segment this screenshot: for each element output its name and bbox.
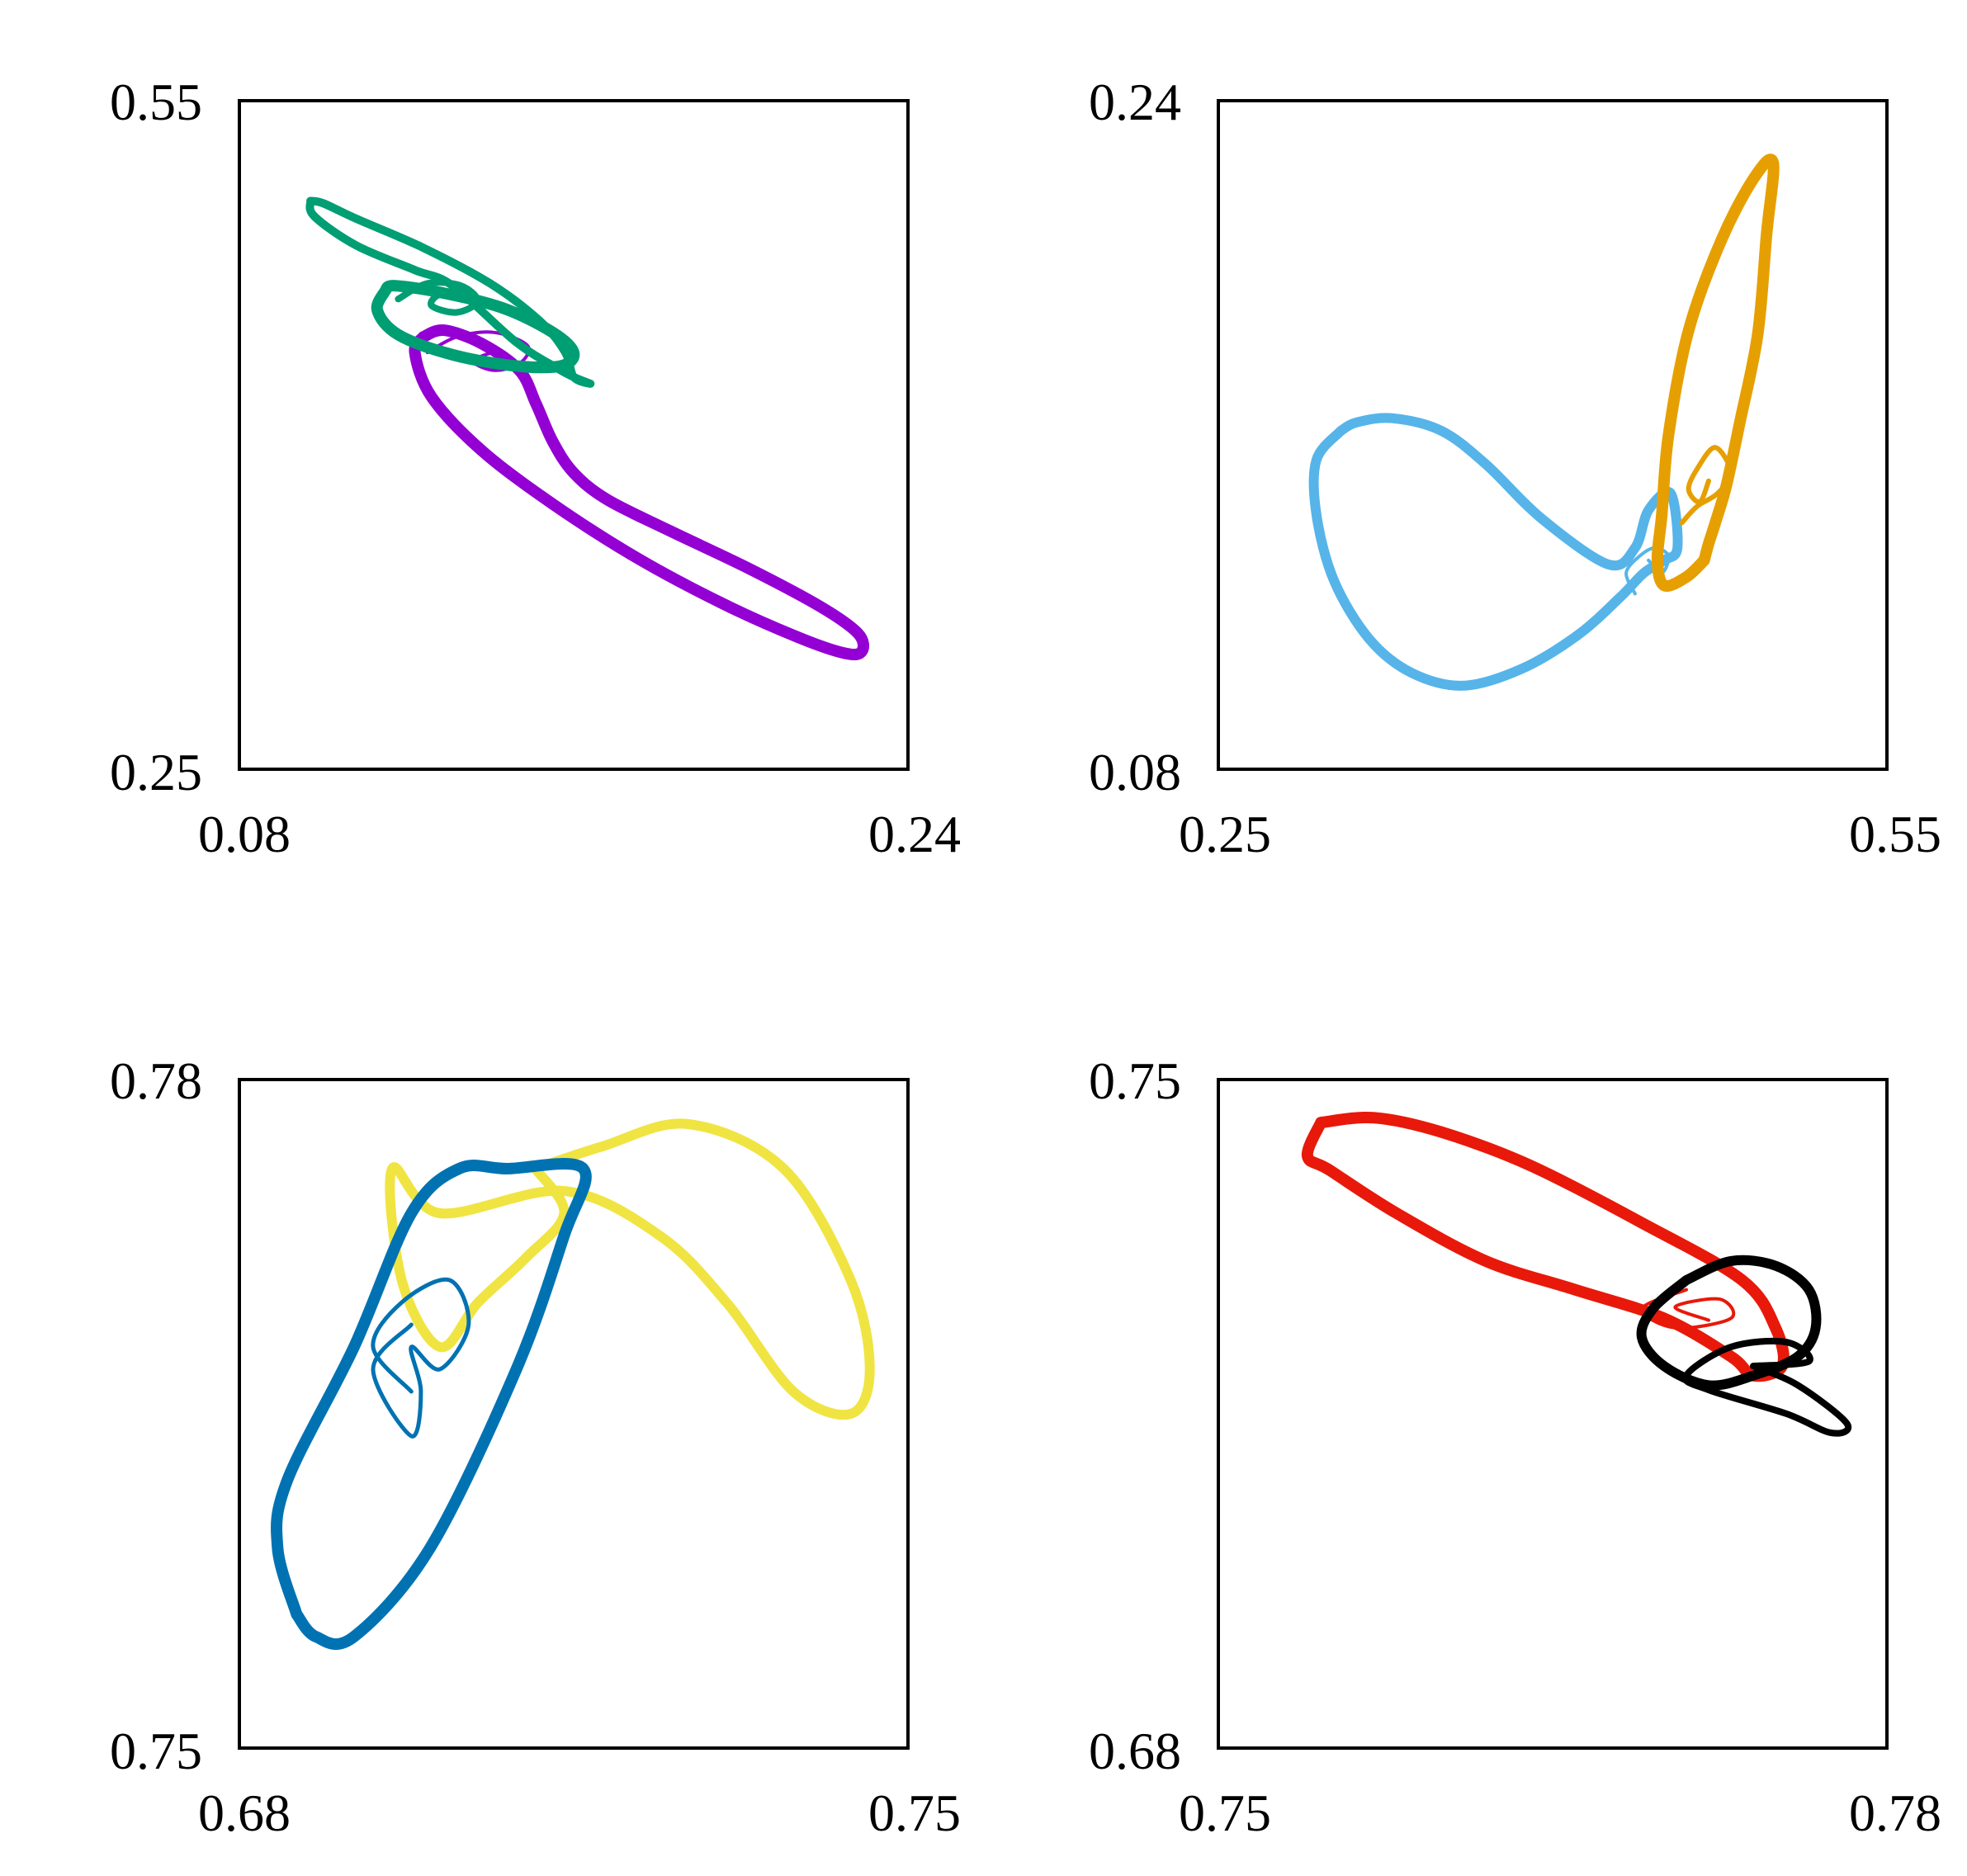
trajectory-line bbox=[305, 196, 595, 388]
panel-bottom-left: 0.78 0.75 0.68 0.75 bbox=[110, 1051, 961, 1842]
trajectory-line bbox=[1682, 1337, 1852, 1437]
trajectory-line bbox=[1679, 445, 1733, 526]
series-layer bbox=[1308, 154, 1780, 691]
y-tick-label: 0.24 bbox=[1089, 73, 1181, 131]
trajectory-line bbox=[1640, 1288, 1736, 1330]
series-layer bbox=[305, 196, 870, 661]
trajectory-line bbox=[1308, 413, 1683, 691]
panel-top-left: 0.55 0.25 0.08 0.24 bbox=[110, 73, 961, 863]
x-tick-label: 0.75 bbox=[868, 1784, 961, 1842]
y-tick-label: 0.78 bbox=[110, 1051, 202, 1110]
panel-bottom-right: 0.75 0.68 0.75 0.78 bbox=[1089, 1051, 1941, 1842]
y-tick-label: 0.25 bbox=[110, 743, 202, 801]
x-tick-label: 0.68 bbox=[198, 1784, 291, 1842]
x-tick-label: 0.24 bbox=[868, 805, 961, 863]
trajectory-line bbox=[371, 1277, 471, 1439]
y-tick-label: 0.68 bbox=[1089, 1722, 1181, 1780]
y-tick-label: 0.08 bbox=[1089, 743, 1181, 801]
trajectory-line bbox=[271, 1158, 592, 1651]
trajectory-line bbox=[1301, 1111, 1790, 1382]
series-layer bbox=[271, 1118, 875, 1651]
y-tick-label: 0.55 bbox=[110, 73, 202, 131]
plot-frame bbox=[238, 1078, 910, 1750]
plot-frame bbox=[1217, 1078, 1889, 1750]
y-tick-label: 0.75 bbox=[1089, 1051, 1181, 1110]
trajectory-line bbox=[385, 1118, 875, 1420]
plot-frame bbox=[1217, 99, 1889, 771]
x-tick-label: 0.08 bbox=[198, 805, 291, 863]
x-tick-label: 0.75 bbox=[1179, 1784, 1271, 1842]
x-tick-label: 0.78 bbox=[1849, 1784, 1941, 1842]
panel-top-right: 0.24 0.08 0.25 0.55 bbox=[1089, 73, 1941, 863]
series-layer bbox=[1301, 1111, 1852, 1437]
x-tick-label: 0.55 bbox=[1849, 805, 1941, 863]
y-tick-label: 0.75 bbox=[110, 1722, 202, 1780]
plot-frame bbox=[238, 99, 910, 771]
trajectory-line bbox=[395, 279, 481, 316]
trajectory-line bbox=[409, 324, 870, 661]
x-tick-label: 0.25 bbox=[1179, 805, 1271, 863]
